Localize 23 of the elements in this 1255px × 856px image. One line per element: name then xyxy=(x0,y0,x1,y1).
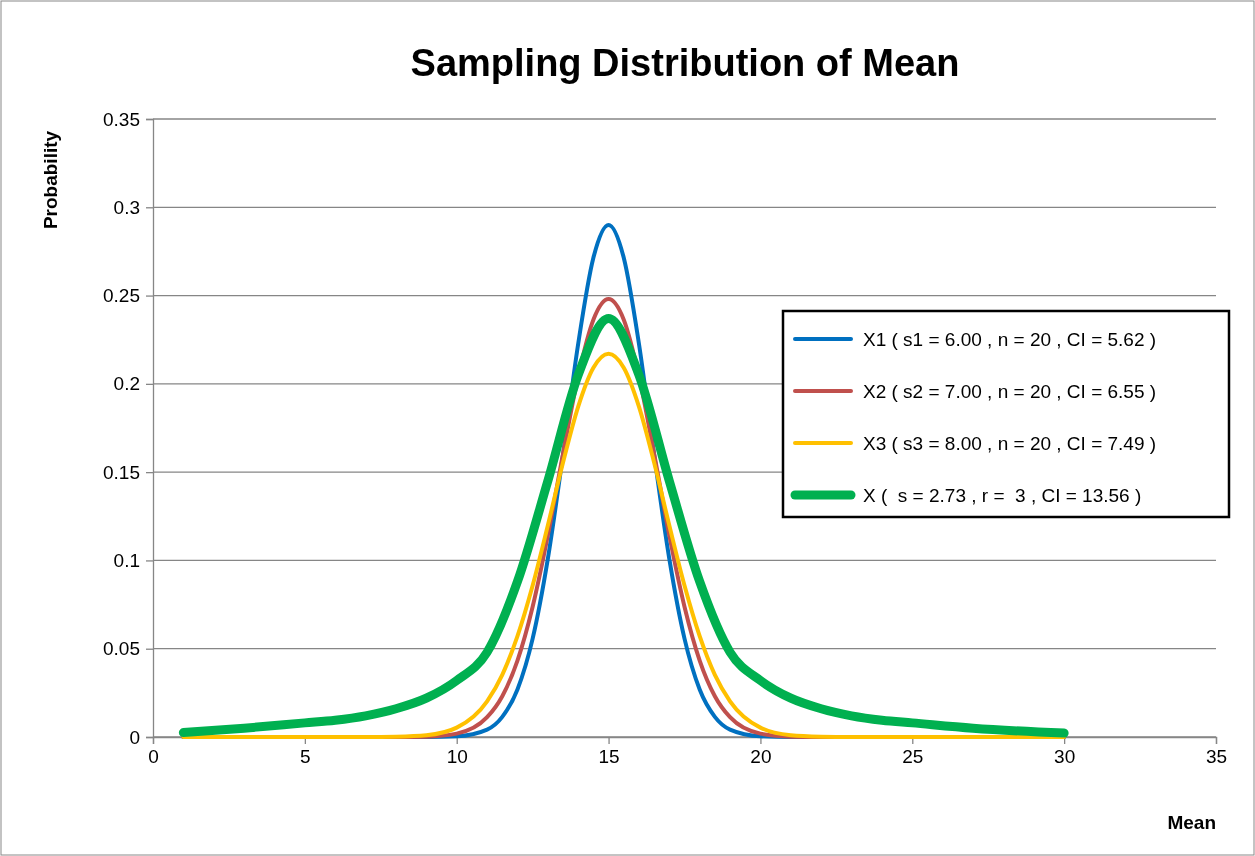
x-tick-label: 10 xyxy=(446,746,468,768)
x-tick-label: 25 xyxy=(902,746,924,768)
legend-label: X2 ( s2 = 7.00 , n = 20 , CI = 6.55 ) xyxy=(863,381,1157,402)
chart-title: Sampling Distribution of Mean xyxy=(410,42,960,84)
x-tick-label: 0 xyxy=(148,746,159,768)
legend-label: X3 ( s3 = 8.00 , n = 20 , CI = 7.49 ) xyxy=(863,433,1157,454)
x-tick-label: 20 xyxy=(750,746,772,768)
x-tick-label: 15 xyxy=(598,746,620,768)
x-tick-label: 35 xyxy=(1205,746,1228,768)
legend-label: X ( s = 2.73 , r = 3 , CI = 13.56 ) xyxy=(863,485,1142,506)
y-tick-label: 0.3 xyxy=(113,196,140,218)
y-tick-label: 0.1 xyxy=(113,550,140,572)
y-tick-label: 0.15 xyxy=(103,461,140,483)
y-tick-label: 0.2 xyxy=(113,373,140,395)
y-tick-label: 0.05 xyxy=(103,638,140,660)
y-tick-label: 0 xyxy=(129,726,140,748)
x-tick-label: 5 xyxy=(300,746,311,768)
y-tick-label: 0.25 xyxy=(103,285,140,307)
y-tick-label: 0.35 xyxy=(103,108,140,130)
y-axis-title: Probability xyxy=(40,130,61,230)
x-tick-label: 30 xyxy=(1054,746,1076,768)
legend-label: X1 ( s1 = 6.00 , n = 20 , CI = 5.62 ) xyxy=(863,329,1157,350)
x-axis-title: Mean xyxy=(1167,812,1216,833)
